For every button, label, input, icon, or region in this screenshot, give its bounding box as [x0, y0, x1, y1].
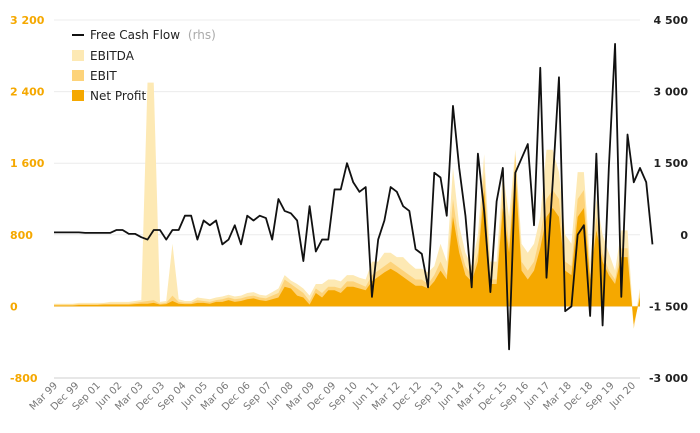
left-tick-label-5: 3 200 — [10, 14, 45, 27]
left-tick-label-4: 2 400 — [10, 86, 45, 99]
legend-label-ebit: EBIT — [90, 69, 117, 83]
legend-suffix-rhs: (rhs) — [188, 28, 216, 42]
left-tick-label-3: 1 600 — [10, 157, 45, 170]
line-series — [54, 42, 654, 351]
left-tick-label-2: 800 — [10, 229, 33, 242]
left-tick-label-1: 0 — [10, 300, 18, 313]
right-tick-label-2: 0 — [680, 229, 688, 242]
legend-name-free-cash-flow: Free Cash Flow — [90, 28, 180, 42]
legend: Free Cash Flow (rhs) EBITDA EBIT Net Pro… — [72, 28, 216, 103]
legend-label-net-profit: Net Profit — [90, 89, 146, 103]
right-tick-label-0: -3 000 — [649, 372, 688, 385]
left-axis: -800 0 800 1 600 2 400 3 200 — [10, 14, 45, 385]
legend-swatch-ebitda — [72, 50, 84, 61]
right-axis: -3 000 -1 500 0 1 500 3 000 4 500 — [649, 14, 688, 385]
legend-swatch-ebit — [72, 70, 84, 81]
legend-label-ebitda: EBITDA — [90, 49, 135, 63]
right-tick-label-3: 1 500 — [654, 157, 689, 170]
legend-label-free-cash-flow: Free Cash Flow (rhs) — [90, 28, 216, 42]
line-free-cash-flow — [54, 42, 654, 351]
area-ebitda — [54, 82, 640, 325]
area-net-profit — [54, 172, 640, 325]
area-series — [54, 82, 640, 329]
left-tick-label-0: -800 — [10, 372, 38, 385]
legend-swatch-net-profit — [72, 90, 84, 101]
right-tick-label-4: 3 000 — [654, 86, 689, 99]
right-tick-label-5: 4 500 — [654, 14, 689, 27]
right-tick-label-1: -1 500 — [649, 300, 688, 313]
